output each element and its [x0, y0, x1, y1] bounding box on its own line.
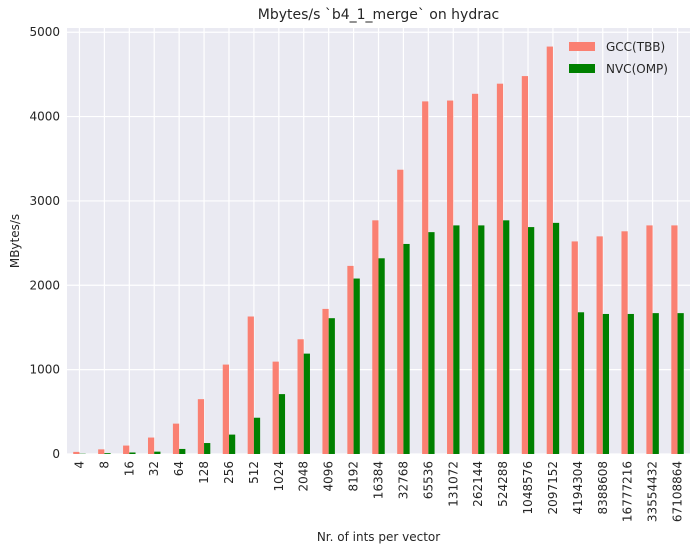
x-tick-label: 64 — [172, 461, 186, 476]
x-tick-label: 8192 — [347, 461, 361, 492]
bar-gcc-tbb — [173, 424, 179, 454]
bar-nvc-omp — [478, 225, 484, 454]
bar-nvc-omp — [603, 314, 609, 454]
bar-nvc-omp — [578, 312, 584, 454]
bar-gcc-tbb — [522, 76, 528, 454]
bar-nvc-omp — [254, 418, 260, 454]
x-tick-label: 67108864 — [671, 461, 685, 522]
bar-gcc-tbb — [597, 236, 603, 454]
y-tick-label: 2000 — [29, 278, 60, 292]
bar-gcc-tbb — [148, 438, 154, 454]
y-tick-label: 5000 — [29, 25, 60, 39]
y-tick-label: 3000 — [29, 194, 60, 208]
chart-title: Mbytes/s `b4_1_merge` on hydrac — [258, 7, 500, 23]
bar-gcc-tbb — [422, 101, 428, 454]
x-tick-label: 8388608 — [596, 461, 610, 514]
bar-nvc-omp — [453, 225, 459, 454]
bar-nvc-omp — [628, 314, 634, 454]
bar-nvc-omp — [129, 452, 135, 454]
x-tick-label: 131072 — [446, 461, 460, 507]
bar-nvc-omp — [678, 313, 684, 454]
x-tick-label: 1048576 — [521, 461, 535, 514]
bar-nvc-omp — [104, 453, 110, 454]
legend-label: NVC(OMP) — [606, 62, 668, 76]
x-tick-label: 512 — [247, 461, 261, 484]
bar-nvc-omp — [653, 313, 659, 454]
x-tick-label: 128 — [197, 461, 211, 484]
x-tick-label: 8 — [97, 461, 111, 469]
bar-nvc-omp — [354, 279, 360, 454]
bar-gcc-tbb — [98, 449, 104, 454]
y-tick-label: 1000 — [29, 363, 60, 377]
x-tick-label: 256 — [222, 461, 236, 484]
bar-nvc-omp — [553, 223, 559, 454]
x-axis-label: Nr. of ints per vector — [317, 530, 440, 544]
bar-gcc-tbb — [646, 225, 652, 454]
bar-gcc-tbb — [497, 84, 503, 454]
bar-nvc-omp — [304, 354, 310, 454]
bar-gcc-tbb — [223, 365, 229, 454]
bar-gcc-tbb — [273, 362, 279, 454]
x-tick-label: 2048 — [297, 461, 311, 492]
bar-gcc-tbb — [123, 446, 129, 454]
x-tick-label: 32 — [147, 461, 161, 476]
x-tick-label: 16 — [122, 461, 136, 476]
bar-gcc-tbb — [347, 266, 353, 454]
bar-nvc-omp — [379, 258, 385, 454]
bar-gcc-tbb — [547, 47, 553, 454]
x-tick-label: 33554432 — [646, 461, 660, 522]
x-tick-label: 524288 — [496, 461, 510, 507]
x-tick-labels: 4 8 16 32 64 128 256 512 1024 2048 4096 8192 16384 32… — [72, 461, 684, 522]
bar-nvc-omp — [229, 435, 235, 454]
bar-gcc-tbb — [472, 94, 478, 454]
x-tick-label: 2097152 — [546, 461, 560, 514]
bar-nvc-omp — [154, 452, 160, 454]
x-tick-label: 16384 — [372, 461, 386, 499]
x-tick-label: 4194304 — [571, 461, 585, 514]
x-tick-label: 32768 — [396, 461, 410, 499]
bar-gcc-tbb — [397, 170, 403, 454]
bar-nvc-omp — [503, 220, 509, 454]
x-tick-label: 4 — [72, 461, 86, 469]
x-tick-label: 16777216 — [621, 461, 635, 522]
x-tick-label: 65536 — [421, 461, 435, 499]
y-tick-label: 4000 — [29, 110, 60, 124]
x-tick-label: 4096 — [322, 461, 336, 492]
bar-gcc-tbb — [621, 231, 627, 454]
bar-gcc-tbb — [198, 399, 204, 454]
bar-gcc-tbb — [372, 220, 378, 454]
bar-nvc-omp — [279, 394, 285, 454]
bar-gcc-tbb — [671, 225, 677, 454]
bar-gcc-tbb — [447, 101, 453, 454]
x-tick-label: 1024 — [272, 461, 286, 492]
legend-label: GCC(TBB) — [606, 40, 665, 54]
bar-nvc-omp — [179, 449, 185, 454]
bar-gcc-tbb — [73, 452, 79, 454]
bar-gcc-tbb — [248, 316, 254, 454]
legend-swatch — [569, 64, 595, 73]
bar-nvc-omp — [403, 244, 409, 454]
bar-nvc-omp — [204, 443, 210, 454]
y-tick-labels: 0 1000 2000 3000 4000 5000 — [29, 25, 60, 461]
bar-gcc-tbb — [572, 241, 578, 454]
bar-gcc-tbb — [322, 309, 328, 454]
x-tick-label: 262144 — [471, 461, 485, 507]
bar-nvc-omp — [428, 232, 434, 454]
y-tick-label: 0 — [52, 447, 60, 461]
legend-swatch — [569, 42, 595, 51]
bar-nvc-omp — [329, 318, 335, 454]
y-axis-label: MBytes/s — [8, 214, 22, 268]
bar-nvc-omp — [528, 227, 534, 454]
bar-gcc-tbb — [298, 339, 304, 454]
